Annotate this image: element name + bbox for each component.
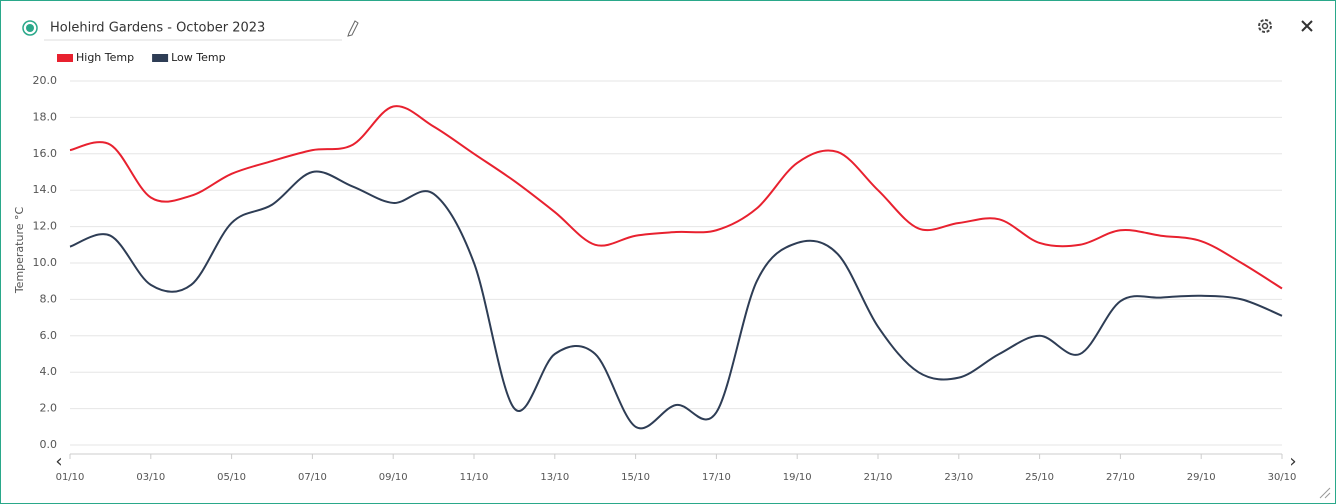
x-tick-label: 29/10 (1187, 472, 1216, 483)
legend-label: High Temp (76, 51, 134, 64)
gear-outer[interactable] (1258, 19, 1272, 33)
next-arrow[interactable]: › (1289, 451, 1296, 472)
prev-arrow[interactable]: ‹ (55, 451, 62, 472)
y-tick-label: 4.0 (40, 365, 58, 378)
x-tick-label: 19/10 (783, 472, 812, 483)
gear-inner[interactable] (1261, 22, 1269, 30)
x-tick-label: 17/10 (702, 472, 731, 483)
y-tick-label: 0.0 (40, 438, 58, 451)
y-tick-label: 2.0 (40, 402, 58, 415)
chart-title[interactable]: Holehird Gardens - October 2023 (50, 21, 265, 36)
y-tick-label: 6.0 (40, 329, 58, 342)
x-tick-label: 21/10 (864, 472, 893, 483)
y-tick-label: 8.0 (40, 292, 58, 305)
edit-icon[interactable] (347, 20, 359, 37)
x-tick-label: 13/10 (540, 472, 569, 483)
y-tick-label: 16.0 (33, 147, 58, 160)
resize-handle[interactable] (1319, 487, 1331, 499)
x-tick-label: 03/10 (136, 472, 165, 483)
x-tick-label: 15/10 (621, 472, 650, 483)
status-ring (22, 20, 38, 36)
close-icon[interactable] (1301, 20, 1313, 32)
legend-label: Low Temp (171, 51, 225, 64)
x-tick-label: 01/10 (56, 472, 85, 483)
y-tick-label: 20.0 (33, 74, 58, 87)
series-line (69, 105, 1283, 290)
x-tick-label: 07/10 (298, 472, 327, 483)
settings-icon[interactable] (1258, 19, 1272, 33)
x-tick-label: 11/10 (460, 472, 489, 483)
x-tick-label: 30/10 (1268, 472, 1297, 483)
x-tick-label: 27/10 (1106, 472, 1135, 483)
x-tick-label: 05/10 (217, 472, 246, 483)
legend-swatch (152, 54, 169, 62)
series-line (69, 170, 1283, 430)
x-tick-label: 25/10 (1025, 472, 1054, 483)
y-tick-label: 18.0 (33, 110, 58, 123)
y-axis-label: Temperature °C (13, 207, 26, 295)
y-tick-label: 14.0 (33, 183, 58, 196)
legend-swatch (57, 54, 73, 62)
status-dot (26, 24, 34, 32)
y-tick-label: 10.0 (33, 256, 58, 269)
x-tick-label: 09/10 (379, 472, 408, 483)
y-tick-label: 12.0 (33, 220, 58, 233)
x-tick-label: 23/10 (944, 472, 973, 483)
